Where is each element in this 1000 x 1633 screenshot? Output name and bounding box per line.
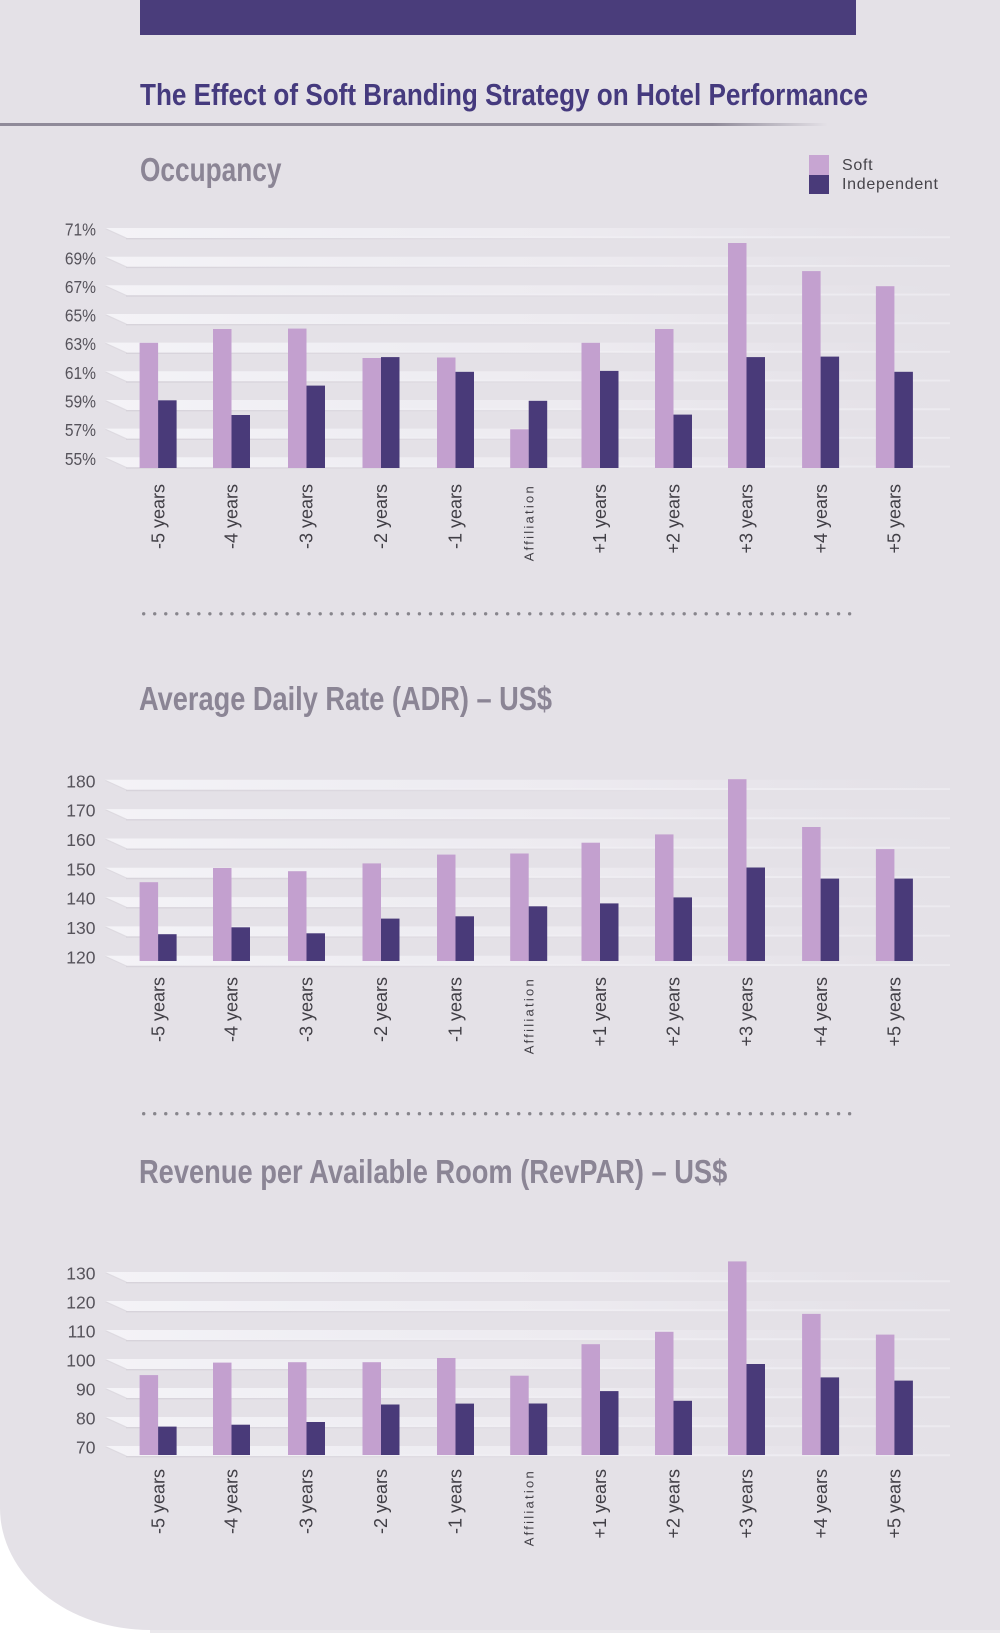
svg-text:63%: 63% — [65, 334, 96, 354]
svg-text:130: 130 — [66, 1264, 95, 1284]
svg-text:-5 years: -5 years — [148, 484, 168, 549]
svg-text:180: 180 — [66, 771, 95, 791]
svg-text:90: 90 — [76, 1380, 96, 1400]
svg-text:170: 170 — [66, 801, 95, 821]
svg-text:80: 80 — [76, 1409, 96, 1429]
svg-text:-3 years: -3 years — [297, 977, 317, 1042]
svg-text:+5 years: +5 years — [885, 484, 905, 554]
svg-text:-1 years: -1 years — [446, 977, 466, 1042]
svg-text:140: 140 — [66, 889, 95, 909]
svg-text:+4 years: +4 years — [811, 484, 831, 554]
svg-text:+4 years: +4 years — [811, 1469, 831, 1539]
svg-text:-1 years: -1 years — [446, 484, 466, 549]
svg-text:+1 years: +1 years — [590, 1469, 610, 1539]
svg-text:+3 years: +3 years — [737, 484, 757, 554]
svg-text:55%: 55% — [65, 449, 96, 469]
svg-text:130: 130 — [66, 918, 95, 938]
svg-text:+3 years: +3 years — [737, 977, 757, 1047]
svg-text:110: 110 — [68, 1322, 96, 1342]
svg-text:-5 years: -5 years — [148, 977, 168, 1042]
svg-text:61%: 61% — [65, 363, 96, 383]
svg-text:Affiliation: Affiliation — [522, 484, 537, 561]
svg-text:+5 years: +5 years — [885, 1469, 905, 1539]
svg-text:+2 years: +2 years — [664, 977, 684, 1047]
svg-text:71%: 71% — [65, 220, 96, 240]
svg-text:+2 years: +2 years — [664, 1469, 684, 1539]
svg-text:+3 years: +3 years — [737, 1469, 757, 1539]
svg-text:59%: 59% — [65, 392, 96, 412]
svg-text:67%: 67% — [65, 277, 96, 297]
svg-text:65%: 65% — [65, 306, 96, 326]
svg-text:-2 years: -2 years — [371, 484, 391, 549]
svg-text:57%: 57% — [65, 420, 96, 440]
svg-text:70: 70 — [76, 1438, 96, 1458]
svg-text:Affiliation: Affiliation — [522, 977, 537, 1054]
svg-text:150: 150 — [66, 859, 95, 879]
svg-text:+4 years: +4 years — [811, 977, 831, 1047]
svg-text:-1 years: -1 years — [446, 1469, 466, 1534]
svg-text:69%: 69% — [65, 248, 96, 268]
svg-text:-2 years: -2 years — [371, 1469, 391, 1534]
svg-text:100: 100 — [66, 1351, 95, 1371]
svg-text:-4 years: -4 years — [222, 1469, 242, 1534]
svg-text:Affiliation: Affiliation — [522, 1469, 537, 1546]
svg-text:+2 years: +2 years — [664, 484, 684, 554]
svg-text:120: 120 — [66, 947, 95, 967]
svg-text:120: 120 — [66, 1293, 95, 1313]
svg-text:-3 years: -3 years — [297, 484, 317, 549]
svg-text:-5 years: -5 years — [148, 1469, 168, 1534]
svg-text:-3 years: -3 years — [297, 1469, 317, 1534]
svg-text:-4 years: -4 years — [222, 484, 242, 549]
svg-text:160: 160 — [66, 830, 95, 850]
svg-text:+1 years: +1 years — [590, 484, 610, 554]
svg-text:-2 years: -2 years — [371, 977, 391, 1042]
svg-text:+5 years: +5 years — [885, 977, 905, 1047]
svg-text:+1 years: +1 years — [590, 977, 610, 1047]
svg-text:-4 years: -4 years — [222, 977, 242, 1042]
